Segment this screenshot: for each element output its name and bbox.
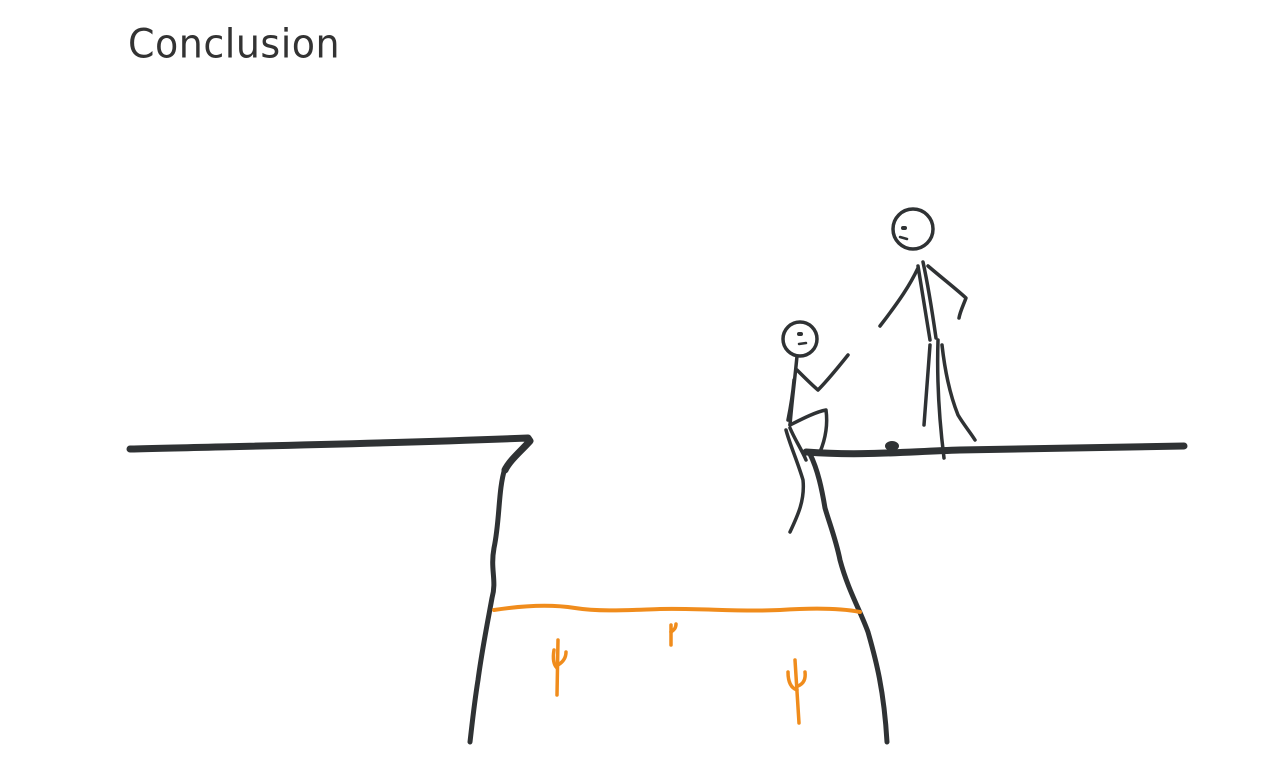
sitting-stick-figure: [781, 320, 850, 534]
right-cliff-wall: [807, 451, 890, 745]
left-cliff-ground: [126, 434, 534, 474]
cactus-middle: [669, 622, 678, 647]
cactus-left: [551, 638, 568, 697]
slide-title: Conclusion: [128, 20, 341, 68]
right-cliff-ground: [802, 442, 1188, 458]
left-cliff-wall: [467, 465, 508, 745]
canyon-floor-line: [492, 603, 862, 614]
pebble: [885, 441, 899, 451]
cactus-right: [786, 658, 807, 725]
standing-stick-figure: [878, 207, 977, 460]
